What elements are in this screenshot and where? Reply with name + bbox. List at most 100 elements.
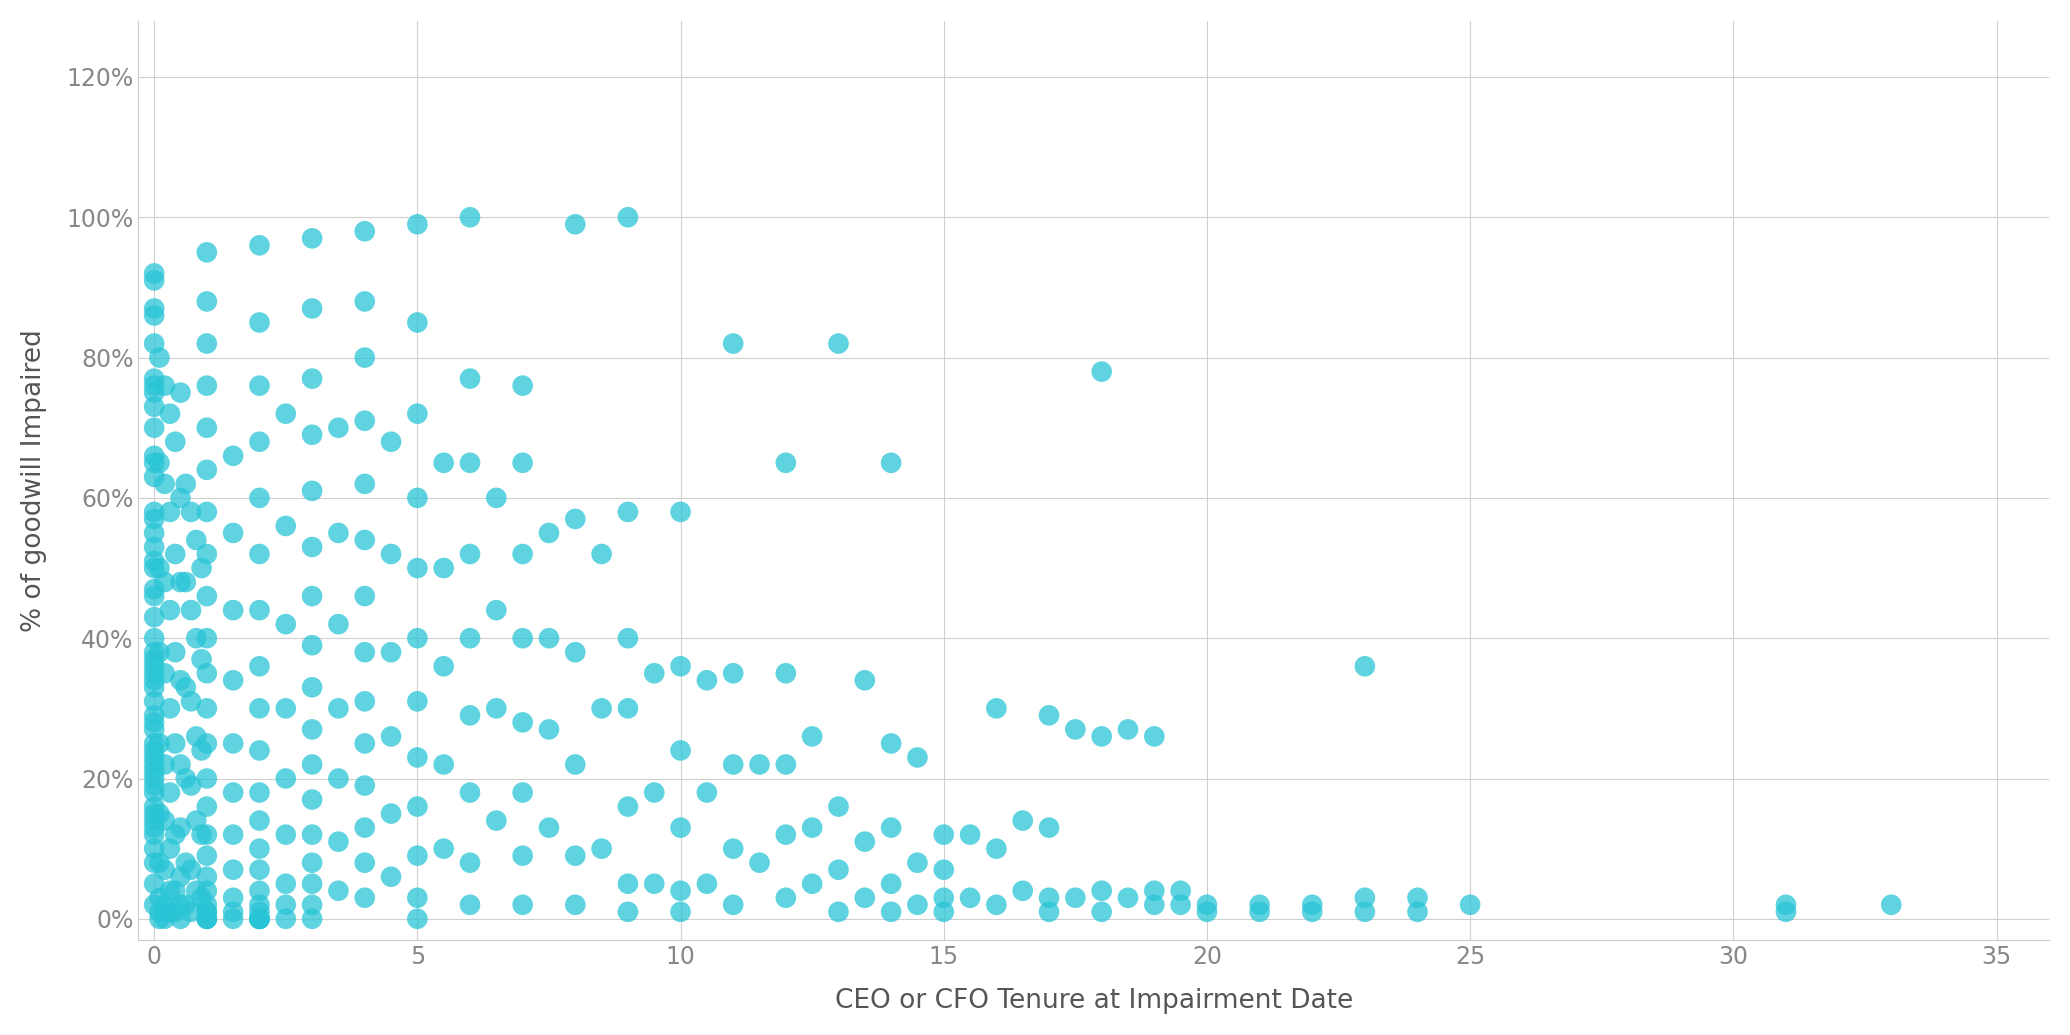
Point <box>269 616 302 632</box>
Point <box>217 672 250 688</box>
Point <box>402 216 435 233</box>
Point <box>611 904 644 920</box>
Point <box>505 785 538 801</box>
Point <box>532 820 565 836</box>
Point <box>143 904 176 920</box>
Point <box>743 757 776 773</box>
Point <box>137 812 170 829</box>
Point <box>532 721 565 738</box>
Point <box>1138 729 1172 745</box>
Point <box>375 868 408 885</box>
Point <box>137 538 170 555</box>
Point <box>190 666 224 682</box>
Point <box>795 876 828 892</box>
Point <box>795 820 828 836</box>
Point <box>180 812 213 829</box>
Point <box>269 406 302 422</box>
Point <box>321 419 354 436</box>
Point <box>217 826 250 842</box>
Point <box>143 349 176 365</box>
Point <box>505 545 538 562</box>
Point <box>149 911 182 927</box>
Point <box>137 651 170 668</box>
Point <box>149 475 182 492</box>
Point <box>137 560 170 576</box>
Point <box>849 833 882 850</box>
Point <box>900 749 934 766</box>
Point <box>348 293 381 309</box>
Point <box>1033 889 1066 906</box>
Point <box>822 904 855 920</box>
Point <box>217 785 250 801</box>
Point <box>611 700 644 716</box>
Point <box>375 729 408 745</box>
Point <box>611 504 644 521</box>
Point <box>1296 896 1329 913</box>
Point <box>137 840 170 857</box>
Point <box>375 545 408 562</box>
Point <box>296 721 329 738</box>
Point <box>1242 896 1275 913</box>
Point <box>1348 904 1381 920</box>
Point <box>402 889 435 906</box>
Point <box>137 714 170 731</box>
Point <box>137 419 170 436</box>
Point <box>190 462 224 478</box>
Point <box>137 454 170 471</box>
Point <box>269 826 302 842</box>
Point <box>242 840 275 857</box>
Point <box>453 855 486 871</box>
Point <box>348 777 381 794</box>
Point <box>716 335 749 352</box>
Point <box>954 826 987 842</box>
Point <box>874 454 907 471</box>
Point <box>137 777 170 794</box>
Point <box>453 630 486 647</box>
Point <box>1770 896 1803 913</box>
Point <box>402 848 435 864</box>
Point <box>1112 721 1145 738</box>
Point <box>1401 904 1435 920</box>
Point <box>269 700 302 716</box>
Point <box>770 889 803 906</box>
Point <box>348 349 381 365</box>
Point <box>153 700 186 716</box>
Point <box>296 792 329 808</box>
Point <box>143 855 176 871</box>
Point <box>321 616 354 632</box>
Point <box>149 812 182 829</box>
Point <box>149 666 182 682</box>
Point <box>184 651 217 668</box>
Point <box>242 911 275 927</box>
Point <box>664 904 698 920</box>
Point <box>137 798 170 815</box>
Point <box>586 840 619 857</box>
Point <box>137 721 170 738</box>
Point <box>242 911 275 927</box>
Point <box>1006 883 1039 899</box>
Point <box>143 735 176 751</box>
Point <box>159 826 193 842</box>
Point <box>137 707 170 723</box>
Point <box>638 785 671 801</box>
Point <box>505 630 538 647</box>
Point <box>426 840 460 857</box>
Point <box>505 848 538 864</box>
Point <box>559 510 592 527</box>
Point <box>190 911 224 927</box>
Point <box>137 384 170 401</box>
Point <box>689 785 722 801</box>
Point <box>180 630 213 647</box>
Point <box>453 545 486 562</box>
Point <box>242 904 275 920</box>
Point <box>269 896 302 913</box>
Point <box>242 742 275 759</box>
Point <box>137 644 170 660</box>
Point <box>137 826 170 842</box>
Point <box>137 693 170 710</box>
Point <box>170 573 203 590</box>
Point <box>480 812 513 829</box>
Point <box>296 482 329 499</box>
Point <box>269 876 302 892</box>
Point <box>1058 889 1091 906</box>
